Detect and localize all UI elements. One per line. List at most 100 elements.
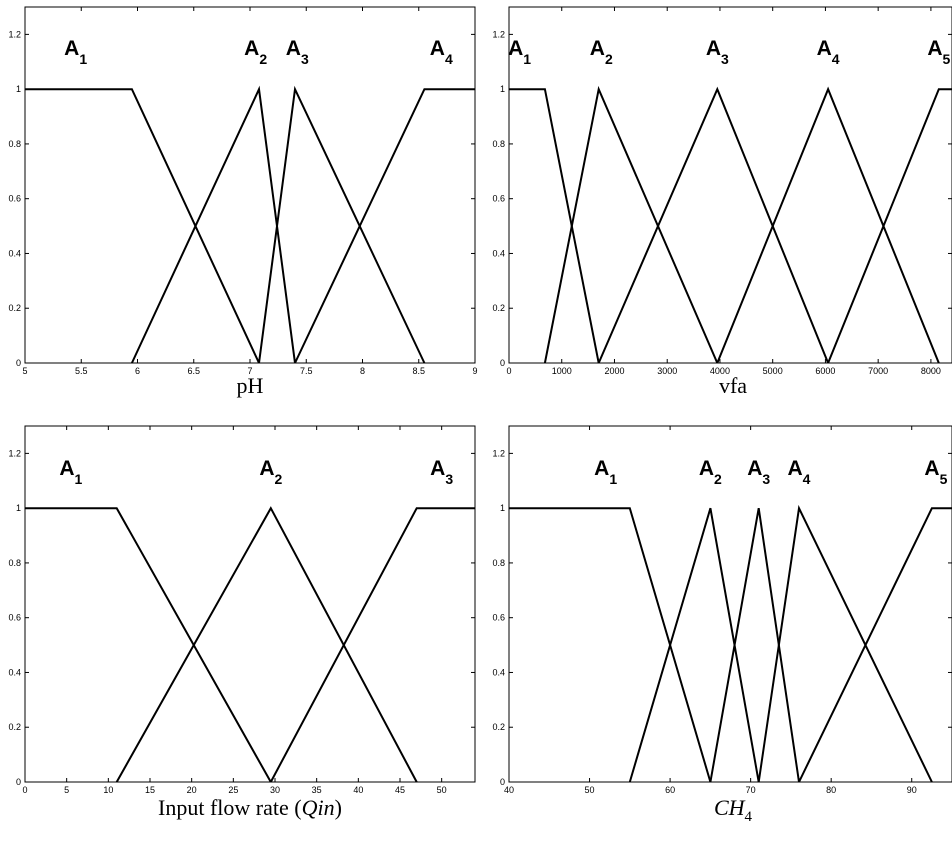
x-tick-label: 90 [907, 785, 917, 795]
x-tick-label: 15 [145, 785, 155, 795]
chart-panel-1: 5 5.5 6 6.5 7 7.5 8 8.5 9 0 0.2 0.4 0.6 0.8 1 1.2 A1 A2 A3… [8, 6, 478, 398]
membership-line-a4 [716, 86, 940, 364]
x-tick-label: 70 [746, 785, 756, 795]
y-tick-label: 0.2 [492, 303, 505, 313]
x-tick-label: 8.5 [412, 366, 425, 376]
membership-line-a2 [130, 85, 296, 364]
y-tick-label: 0.2 [8, 722, 21, 732]
membership-line-a1 [25, 507, 272, 783]
x-tick-label: 6.5 [187, 366, 200, 376]
membership-line-a2 [543, 85, 719, 364]
membership-line-a5 [798, 507, 952, 783]
x-tick-label: 7.5 [300, 366, 313, 376]
y-tick-label: 1 [16, 84, 21, 94]
x-tick-label: 25 [228, 785, 238, 795]
y-tick-label: 0.8 [492, 139, 505, 149]
x-tick-label: 6000 [815, 366, 835, 376]
x-tick-label: 0 [22, 785, 27, 795]
chart-panel-3: 0 5 10 15 20 25 30 35 40 45 50 0 0.2 0.4 0.6 0.8 1 1.2 A1 A… [8, 425, 476, 820]
y-tick-label: 0.4 [492, 248, 505, 258]
x-tick-label: 30 [270, 785, 280, 795]
x-tick-label: 9 [472, 366, 477, 376]
x-tick-label: 5.5 [75, 366, 88, 376]
set-label-a1: A1 [508, 37, 531, 67]
set-label-a5: A5 [927, 37, 950, 67]
y-tick-label: 1.2 [492, 448, 505, 458]
set-label-a3: A3 [286, 37, 309, 67]
y-tick-label: 0 [500, 777, 505, 787]
y-tick-label: 0 [16, 777, 21, 787]
x-tick-label: 40 [504, 785, 514, 795]
x-tick-label: 5 [22, 366, 27, 376]
plot-frame [24, 6, 476, 364]
y-tick-label: 1 [500, 84, 505, 94]
y-tick-label: 1.2 [8, 29, 21, 39]
set-label-a3: A3 [706, 37, 729, 67]
x-tick-label: 80 [826, 785, 836, 795]
membership-line-a3 [269, 507, 475, 783]
set-label-a1: A1 [59, 457, 82, 487]
x-tick-label: 40 [353, 785, 363, 795]
x-tick-label: 45 [395, 785, 405, 795]
y-tick-label: 0.4 [8, 248, 21, 258]
membership-line-a2 [628, 507, 760, 783]
x-axis-label: pH [237, 373, 264, 398]
y-tick-label: 0.6 [8, 613, 21, 623]
plot-frame [508, 6, 952, 364]
y-tick-label: 0.6 [492, 613, 505, 623]
membership-line-a3 [597, 86, 830, 364]
y-tick-label: 0.2 [8, 303, 21, 313]
x-tick-label: 6 [135, 366, 140, 376]
chart-panel-2: 0 1000 2000 3000 4000 5000 6000 7000 8000 0 0.2 0.4… [492, 6, 952, 398]
y-tick-label: 0.4 [8, 667, 21, 677]
x-tick-label: 7000 [868, 366, 888, 376]
set-label-a2: A2 [699, 457, 722, 487]
membership-line-a1 [509, 507, 712, 783]
y-tick-label: 0.8 [8, 139, 21, 149]
membership-line-a3 [709, 508, 800, 783]
y-tick-label: 0 [500, 358, 505, 368]
x-axis-label: CH4 [714, 795, 753, 825]
x-tick-label: 3000 [657, 366, 677, 376]
set-label-a2: A2 [590, 37, 613, 67]
membership-line-a1 [509, 88, 600, 364]
plot-frame [508, 425, 952, 783]
plot-frame [24, 425, 476, 783]
set-label-a4: A4 [787, 457, 810, 487]
x-tick-label: 5 [64, 785, 69, 795]
y-tick-label: 0.8 [492, 558, 505, 568]
x-axis-label: vfa [719, 373, 747, 398]
x-tick-label: 10 [103, 785, 113, 795]
y-tick-label: 0.6 [492, 194, 505, 204]
x-tick-label: 60 [665, 785, 675, 795]
x-tick-label: 1000 [552, 366, 572, 376]
set-label-a3: A3 [430, 457, 453, 487]
membership-line-a4 [757, 504, 933, 783]
set-label-a2: A2 [244, 37, 267, 67]
y-tick-label: 1.2 [8, 448, 21, 458]
y-tick-label: 0.2 [492, 722, 505, 732]
x-tick-label: 7 [247, 366, 252, 376]
set-label-a1: A1 [594, 457, 617, 487]
set-label-a5: A5 [924, 457, 947, 487]
y-tick-label: 1 [16, 503, 21, 513]
y-tick-label: 0.6 [8, 194, 21, 204]
membership-line-a5 [827, 88, 952, 364]
chart-panel-4: 40 50 60 70 80 90 0 0.2 0.4 0.6 0.8 1 1.2 A1 A2 A3 A4 A5 C… [492, 425, 952, 825]
x-tick-label: 2000 [604, 366, 624, 376]
set-label-a2: A2 [259, 457, 282, 487]
y-tick-label: 0 [16, 358, 21, 368]
x-tick-label: 4000 [710, 366, 730, 376]
y-tick-label: 0.8 [8, 558, 21, 568]
set-label-a4: A4 [430, 37, 453, 67]
membership-line-a3 [258, 85, 426, 364]
membership-line-a4 [294, 88, 475, 364]
x-tick-label: 8 [360, 366, 365, 376]
x-tick-label: 20 [187, 785, 197, 795]
y-tick-label: 1 [500, 503, 505, 513]
x-tick-label: 35 [312, 785, 322, 795]
set-label-a1: A1 [64, 37, 87, 67]
x-tick-label: 50 [585, 785, 595, 795]
membership-line-a2 [115, 506, 418, 783]
